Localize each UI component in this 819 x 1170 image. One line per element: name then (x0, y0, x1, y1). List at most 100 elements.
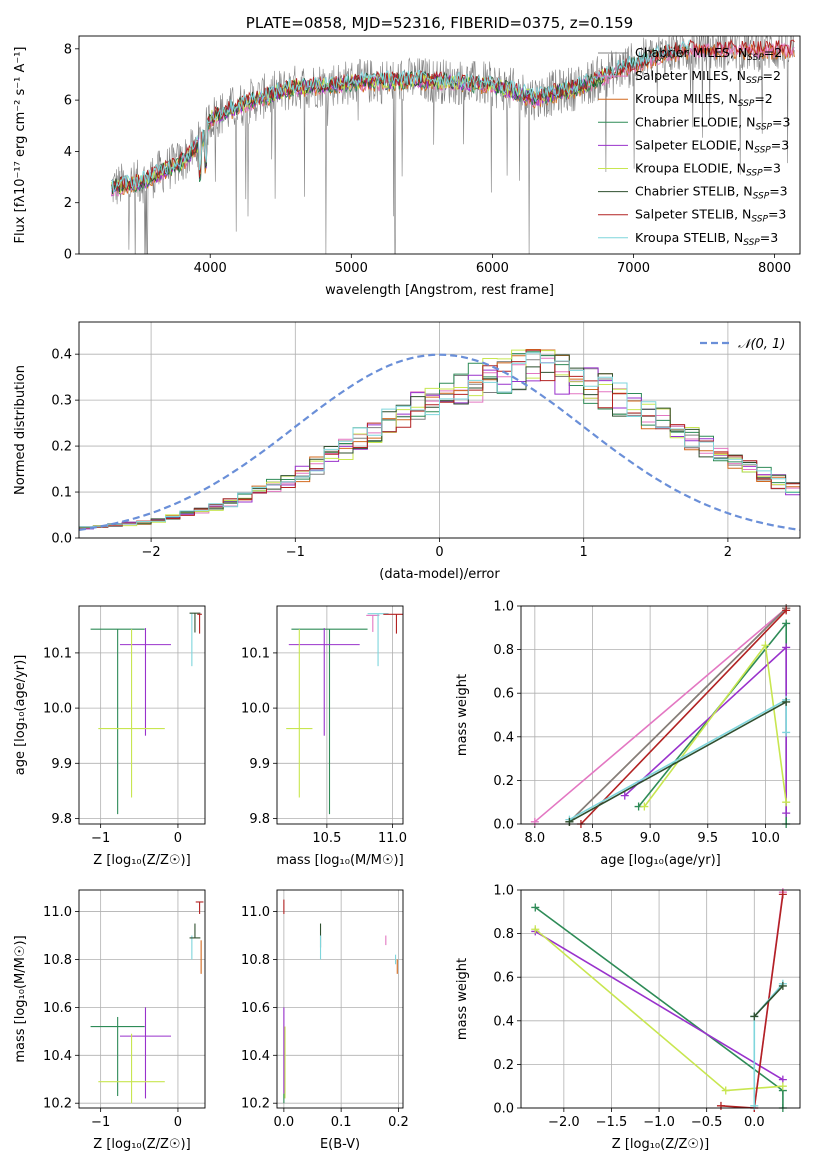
legend-label: 𝒩(0, 1) (738, 337, 785, 352)
legend-label: Salpeter STELIB, NSSP=3 (635, 207, 786, 225)
x-tick-label: 10.0 (751, 831, 780, 846)
spectrum-model-kroupa_stelib (111, 39, 690, 194)
y-tick-label: 10.4 (241, 1049, 270, 1064)
legend-label: Chabrier ELODIE, NSSP=3 (635, 114, 790, 132)
data-point (98, 629, 165, 798)
weight-marker (531, 925, 540, 934)
x-tick-label: 0 (435, 545, 443, 560)
y-tick-label: 1.0 (493, 884, 514, 899)
y-axis-label: mass weight (455, 958, 470, 1040)
y-tick-label: 0.0 (493, 818, 514, 833)
y-tick-label: 0.4 (51, 348, 72, 363)
y-tick-label: 10.2 (43, 1097, 72, 1112)
x-axis-label: wavelength [Angstrom, rest frame] (325, 283, 554, 298)
y-tick-label: 10.1 (241, 646, 270, 661)
data-point (119, 1007, 171, 1099)
x-tick-label: −1 (91, 831, 110, 846)
x-tick-label: 8000 (758, 261, 791, 276)
weight-marker (565, 817, 574, 826)
residuals-panel: −2 −1 0 1 2 0.0 0.1 0.2 0.3 0.4 (data-model)/error… (13, 321, 801, 582)
x-tick-label: −1 (286, 545, 305, 560)
x-tick-label: 0.0 (744, 1115, 765, 1130)
x-tick-label: 0 (174, 1115, 182, 1130)
x-tick-label: 8.0 (524, 831, 545, 846)
weight-line (534, 607, 787, 823)
weight-line (569, 701, 787, 823)
legend-label: Kroupa ELODIE, NSSP=3 (635, 161, 781, 179)
y-tick-label: 0.2 (51, 440, 72, 455)
data-point (119, 628, 171, 736)
weight-marker (721, 1086, 730, 1095)
data-point (288, 628, 360, 736)
axes-frame (78, 35, 801, 255)
x-axis-label: (data-model)/error (379, 567, 500, 582)
y-tick-label: 0.2 (493, 1058, 514, 1073)
data-point (383, 613, 403, 634)
x-tick-label: −1.0 (643, 1115, 675, 1130)
x-tick-label: −2.0 (548, 1115, 580, 1130)
weight-marker (716, 1101, 725, 1110)
weight-marker (782, 809, 791, 818)
x-tick-label: 0.1 (331, 1115, 352, 1130)
weight-marker (778, 981, 787, 990)
legend-label: Chabrier MILES, NSSP=2 (635, 45, 782, 63)
y-tick-label: 0.1 (51, 486, 72, 501)
gaussian-curve (79, 353, 800, 531)
weight-line (637, 621, 788, 824)
mass-weight-vs-age-panel: 8.0 8.5 9.0 9.5 10.0 0.0 0.2 0.4 0.6 0.8 1.0 age [l… (455, 600, 801, 868)
weight-marker (531, 903, 540, 912)
spectrum-model-salpeter_stelib (111, 39, 795, 192)
y-tick-label: 4 (64, 145, 72, 160)
weight-marker (782, 643, 791, 652)
data-point (195, 901, 204, 914)
data-point (90, 628, 145, 815)
data-point (90, 1016, 145, 1097)
weight-marker (782, 619, 791, 628)
y-tick-label: 0.8 (493, 643, 514, 658)
legend-label: Kroupa MILES, NSSP=2 (635, 91, 773, 109)
y-tick-label: 10.4 (43, 1049, 72, 1064)
y-tick-label: 0.6 (493, 687, 514, 702)
y-tick-label: 2 (64, 196, 72, 211)
y-tick-label: 0.4 (493, 730, 514, 745)
axes-frame (78, 321, 801, 539)
y-axis-label: mass weight (455, 674, 470, 756)
legend-label: Salpeter ELODIE, NSSP=3 (635, 137, 789, 155)
x-tick-label: 9.0 (640, 831, 661, 846)
x-tick-label: 9.5 (697, 831, 718, 846)
y-tick-label: 9.9 (249, 757, 270, 772)
x-axis-label: E(B-V) (320, 1137, 360, 1152)
weight-line (569, 698, 788, 821)
y-axis-label: age [log₁₀(age/yr)] (13, 655, 28, 776)
y-tick-label: 11.0 (241, 905, 270, 920)
x-axis-label: Z [log₁₀(Z/Z☉)] (93, 1137, 190, 1152)
y-tick-label: 10.8 (241, 953, 270, 968)
x-tick-label: −1 (91, 1115, 110, 1130)
age-vs-mass-panel: 10.5 11.0 9.8 9.9 10.0 10.1 mass [log₁₀(M/M☉)] (241, 605, 407, 868)
y-axis-label: Flux [fλ10⁻¹⁷ erg cm⁻² s⁻¹ A⁻¹] (13, 47, 28, 244)
x-tick-label: 0 (174, 831, 182, 846)
data-point (367, 613, 389, 667)
weight-marker (620, 791, 629, 800)
x-tick-label: 7000 (617, 261, 650, 276)
x-tick-label: −1.5 (596, 1115, 628, 1130)
x-tick-label: 5000 (335, 261, 368, 276)
y-tick-label: 11.0 (43, 905, 72, 920)
y-tick-label: 10.0 (43, 702, 72, 717)
legend-label: Salpeter MILES, NSSP=2 (635, 68, 781, 86)
x-tick-label: 11.0 (378, 831, 407, 846)
weight-line (753, 985, 784, 1017)
x-tick-label: −2 (142, 545, 161, 560)
weight-line (624, 645, 788, 814)
y-tick-label: 0.0 (493, 1102, 514, 1117)
chart-title: PLATE=0858, MJD=52316, FIBERID=0375, z=0… (246, 14, 633, 32)
x-tick-label: 1 (580, 545, 588, 560)
y-tick-label: 0.4 (493, 1014, 514, 1029)
x-axis-label: age [log₁₀(age/yr)] (600, 853, 721, 868)
x-tick-label: 6000 (476, 261, 509, 276)
y-tick-label: 9.8 (51, 812, 72, 827)
x-axis-label: Z [log₁₀(Z/Z☉)] (93, 853, 190, 868)
axes-frame (520, 605, 801, 825)
axes-frame (78, 605, 206, 825)
weight-marker (782, 728, 791, 737)
